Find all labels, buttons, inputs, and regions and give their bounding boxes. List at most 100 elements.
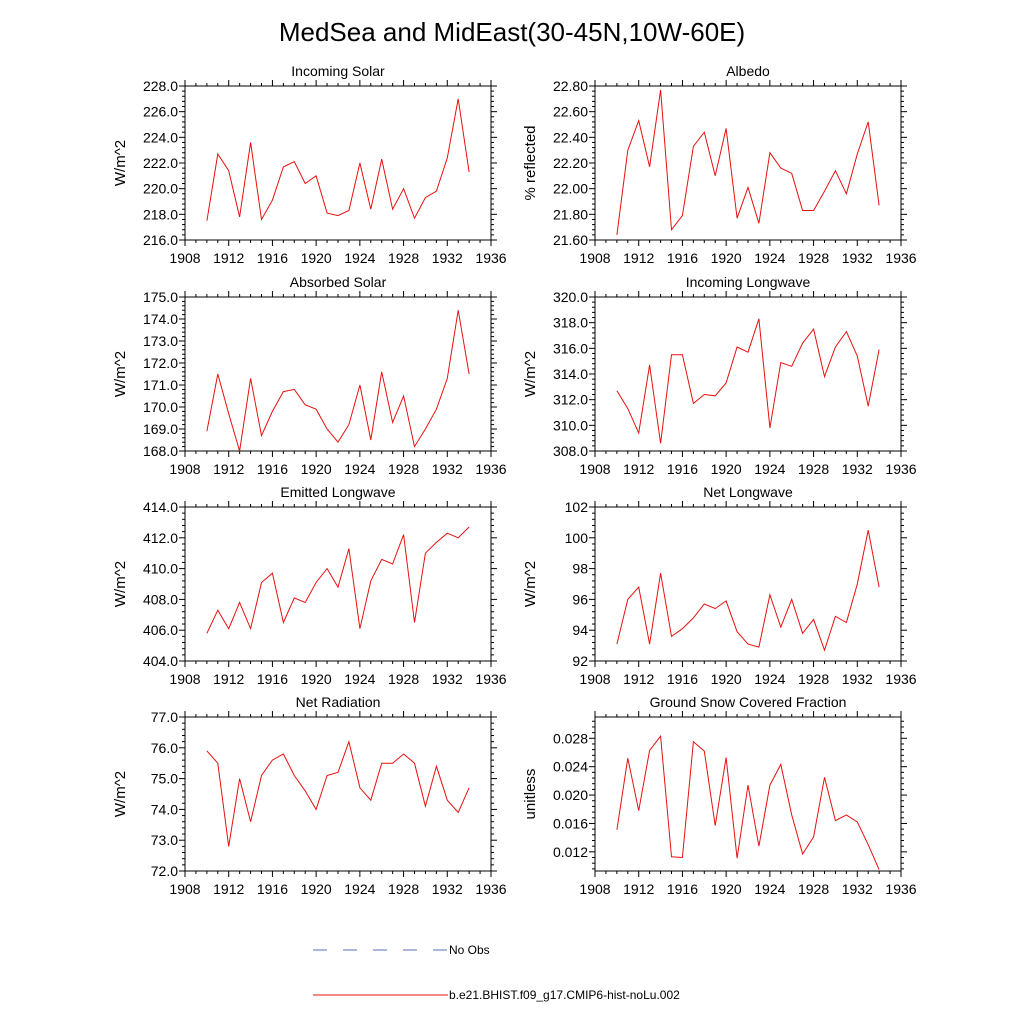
x-tick-label: 1924 xyxy=(344,881,375,897)
x-tick-label: 1920 xyxy=(301,461,332,477)
y-axis-label: W/m^2 xyxy=(112,771,129,817)
y-tick-label: 226.0 xyxy=(143,104,178,120)
x-tick-label: 1912 xyxy=(213,461,244,477)
x-tick-label: 1932 xyxy=(432,461,463,477)
chart-panel: Incoming Solar W/m^2 1908 1912 1916 1920 1924 1… xyxy=(112,63,507,266)
chart-panel: Net Radiation W/m^2 1908 1912 1916 1920 1924 19… xyxy=(112,694,507,897)
x-tick-label: 1928 xyxy=(388,250,419,266)
x-tick-label: 1932 xyxy=(842,671,873,687)
y-tick-label: 408.0 xyxy=(143,591,178,607)
panels: Incoming Solar W/m^2 1908 1912 1916 1920 1924 1… xyxy=(112,63,917,897)
x-tick-label: 1936 xyxy=(475,881,506,897)
y-tick-label: 174.0 xyxy=(143,311,178,327)
x-tick-label: 1916 xyxy=(257,671,288,687)
panel-title: Emitted Longwave xyxy=(280,484,395,500)
x-tick-label: 1912 xyxy=(623,671,654,687)
y-tick-label: 312.0 xyxy=(553,392,588,408)
x-tick-label: 1916 xyxy=(667,250,698,266)
y-axis-label: unitless xyxy=(522,769,539,820)
x-tick-label: 1916 xyxy=(667,461,698,477)
x-tick-label: 1932 xyxy=(842,881,873,897)
y-tick-label: 316.0 xyxy=(553,340,588,356)
plot-frame xyxy=(594,506,902,662)
y-tick-label: 22.40 xyxy=(553,129,588,145)
legend-label-model: b.e21.BHIST.f09_g17.CMIP6-hist-noLu.002 xyxy=(449,988,680,1002)
series-line xyxy=(206,739,470,847)
y-tick-label: 92 xyxy=(572,653,588,669)
y-tick-label: 96 xyxy=(572,591,588,607)
y-tick-label: 168.0 xyxy=(143,443,178,459)
series-line xyxy=(206,98,470,222)
x-tick-label: 1916 xyxy=(257,250,288,266)
legend: No Obs b.e21.BHIST.f09_g17.CMIP6-hist-no… xyxy=(313,943,680,1002)
y-tick-label: 75.0 xyxy=(151,771,178,787)
y-tick-label: 21.60 xyxy=(553,232,588,248)
y-tick-label: 414.0 xyxy=(143,499,178,515)
x-tick-label: 1928 xyxy=(798,461,829,477)
x-tick-label: 1928 xyxy=(798,671,829,687)
panel-title: Incoming Longwave xyxy=(686,274,811,290)
x-tick-label: 1924 xyxy=(754,250,785,266)
y-tick-label: 0.024 xyxy=(553,759,588,775)
y-tick-label: 406.0 xyxy=(143,622,178,638)
x-tick-label: 1908 xyxy=(579,881,610,897)
series-line xyxy=(616,318,880,444)
y-axis-label: % reflected xyxy=(522,125,539,200)
x-tick-label: 1924 xyxy=(344,671,375,687)
panel-title: Net Longwave xyxy=(703,484,793,500)
panel-title: Net Radiation xyxy=(296,694,381,710)
plot-frame xyxy=(594,296,902,452)
x-tick-label: 1936 xyxy=(475,671,506,687)
y-tick-label: 98 xyxy=(572,561,588,577)
chart-panel: Absorbed Solar W/m^2 1908 1912 1916 1920 1924 1… xyxy=(112,274,507,477)
y-tick-label: 22.00 xyxy=(553,181,588,197)
y-tick-label: 73.0 xyxy=(151,832,178,848)
series-line xyxy=(616,734,880,870)
x-tick-label: 1928 xyxy=(798,250,829,266)
x-tick-label: 1924 xyxy=(344,250,375,266)
plot-frame xyxy=(184,506,492,662)
x-tick-label: 1932 xyxy=(842,461,873,477)
y-tick-label: 100 xyxy=(565,530,589,546)
y-axis-label: W/m^2 xyxy=(112,351,129,397)
y-tick-label: 218.0 xyxy=(143,206,178,222)
y-tick-label: 310.0 xyxy=(553,417,588,433)
y-tick-label: 216.0 xyxy=(143,232,178,248)
x-tick-label: 1924 xyxy=(754,881,785,897)
x-tick-label: 1908 xyxy=(169,881,200,897)
y-tick-label: 318.0 xyxy=(553,315,588,331)
chart-panel: Albedo % reflected 1908 1912 1916 1920 1924 192… xyxy=(522,63,917,266)
y-tick-label: 170.0 xyxy=(143,399,178,415)
x-tick-label: 1916 xyxy=(257,881,288,897)
y-axis-label: W/m^2 xyxy=(112,140,129,186)
x-tick-label: 1920 xyxy=(301,881,332,897)
x-tick-label: 1920 xyxy=(711,671,742,687)
y-tick-label: 76.0 xyxy=(151,740,178,756)
x-tick-label: 1920 xyxy=(301,250,332,266)
series-line xyxy=(616,530,880,652)
y-tick-label: 172.0 xyxy=(143,355,178,371)
y-tick-label: 0.020 xyxy=(553,787,588,803)
y-tick-label: 175.0 xyxy=(143,289,178,305)
y-tick-label: 74.0 xyxy=(151,801,178,817)
y-tick-label: 220.0 xyxy=(143,181,178,197)
y-tick-label: 0.012 xyxy=(553,844,588,860)
x-tick-label: 1924 xyxy=(754,671,785,687)
y-tick-label: 0.028 xyxy=(553,730,588,746)
y-tick-label: 102 xyxy=(565,499,589,515)
x-tick-label: 1912 xyxy=(623,461,654,477)
panel-title: Absorbed Solar xyxy=(290,274,387,290)
x-tick-label: 1916 xyxy=(667,671,698,687)
y-tick-label: 314.0 xyxy=(553,366,588,382)
panel-title: Albedo xyxy=(726,63,770,79)
x-tick-label: 1936 xyxy=(885,671,916,687)
x-tick-label: 1936 xyxy=(475,250,506,266)
y-tick-label: 22.60 xyxy=(553,104,588,120)
y-tick-label: 410.0 xyxy=(143,561,178,577)
x-tick-label: 1936 xyxy=(475,461,506,477)
y-tick-label: 412.0 xyxy=(143,530,178,546)
x-tick-label: 1924 xyxy=(754,461,785,477)
x-tick-label: 1908 xyxy=(169,671,200,687)
x-tick-label: 1912 xyxy=(213,250,244,266)
